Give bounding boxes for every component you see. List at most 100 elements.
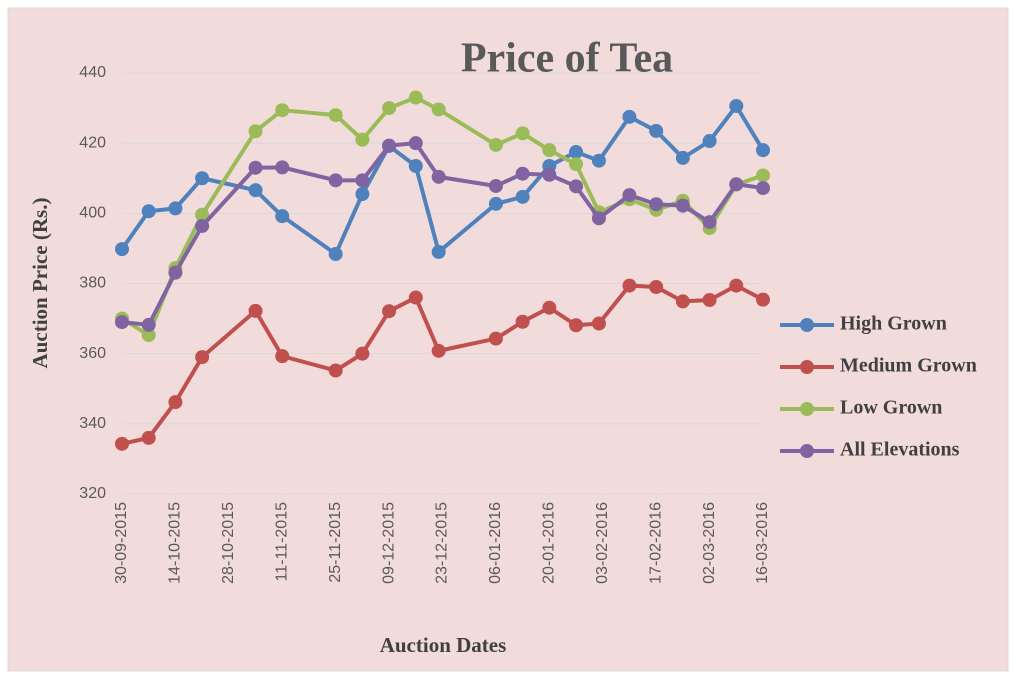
data-point [515, 189, 530, 204]
data-point [248, 183, 263, 198]
data-point [569, 318, 584, 333]
data-point [275, 349, 290, 364]
legend-label: High Grown [840, 313, 947, 335]
data-point [195, 207, 210, 222]
x-tick-label: 09-12-2015 [380, 502, 397, 584]
data-point [488, 331, 503, 346]
data-point [328, 247, 343, 262]
data-point [591, 153, 606, 168]
data-point [408, 136, 423, 151]
data-point [649, 123, 664, 138]
data-point [488, 178, 503, 193]
x-tick-label: 02-03-2016 [701, 502, 718, 584]
legend-label: All Elevations [840, 439, 960, 461]
data-point [542, 167, 557, 182]
data-point [591, 316, 606, 331]
data-point [115, 315, 129, 330]
data-point [702, 134, 717, 149]
x-tick-label: 20-01-2016 [541, 502, 558, 584]
data-point [275, 103, 290, 118]
data-point [729, 177, 744, 192]
series-line [121, 283, 764, 446]
data-point [382, 101, 397, 116]
data-point [515, 166, 530, 181]
data-point [195, 218, 210, 233]
data-point [702, 292, 717, 307]
data-point [431, 244, 446, 259]
data-point [168, 201, 183, 216]
data-point [515, 126, 530, 141]
data-point [431, 343, 446, 358]
data-point [729, 278, 744, 293]
data-point [756, 168, 770, 183]
data-point [488, 137, 503, 152]
legend-label: Low Grown [840, 397, 942, 419]
data-point [622, 109, 637, 124]
data-point [275, 209, 290, 224]
x-tick-label: 03-02-2016 [594, 502, 611, 584]
x-tick-label: 30-09-2015 [113, 502, 130, 584]
data-point [431, 169, 446, 184]
x-tick-label: 06-01-2016 [487, 502, 504, 584]
x-tick-label: 11-11-2015 [273, 502, 290, 582]
data-point [195, 350, 210, 365]
data-point [622, 278, 637, 293]
legend-marker [800, 444, 814, 458]
data-point [141, 328, 156, 343]
data-point [382, 138, 397, 153]
y-tick-label: 380 [79, 275, 106, 292]
legend-marker [800, 360, 814, 374]
series-line [121, 141, 764, 327]
data-point [248, 303, 263, 318]
data-point [248, 124, 263, 139]
chart-title: Price of Tea [461, 36, 673, 82]
x-tick-label: 14-10-2015 [167, 502, 184, 584]
data-point [141, 317, 156, 332]
data-point [729, 98, 744, 113]
data-point [756, 181, 770, 196]
legend-marker [800, 318, 814, 332]
x-tick-label: 16-03-2016 [754, 502, 771, 584]
data-point [675, 294, 690, 309]
data-point [195, 171, 210, 186]
data-point [328, 108, 343, 123]
x-tick-label: 25-11-2015 [327, 502, 344, 583]
data-point [408, 158, 423, 173]
x-tick-label: 28-10-2015 [220, 502, 237, 584]
data-point [355, 132, 370, 147]
data-point [702, 215, 717, 230]
data-point [355, 346, 370, 361]
data-point [141, 204, 156, 219]
legend-label: Medium Grown [840, 355, 977, 377]
data-point [569, 144, 584, 159]
data-point [115, 242, 129, 257]
data-point [569, 157, 584, 172]
data-point [622, 188, 637, 203]
x-tick-label: 17-02-2016 [647, 502, 664, 584]
data-point [542, 300, 557, 315]
y-tick-label: 400 [79, 205, 106, 222]
data-point [515, 314, 530, 329]
data-point [649, 197, 664, 212]
x-tick-label: 23-12-2015 [434, 502, 451, 584]
data-point [168, 395, 183, 410]
y-tick-label: 320 [79, 485, 106, 502]
data-point [115, 436, 129, 451]
data-point [756, 143, 770, 158]
series-line [120, 103, 765, 257]
data-point [275, 160, 290, 175]
data-point [542, 143, 557, 158]
chart-background [7, 7, 1009, 672]
data-point [248, 160, 263, 175]
y-tick-label: 440 [79, 64, 106, 81]
data-point [675, 198, 690, 213]
data-point [328, 173, 343, 188]
data-point [408, 90, 423, 105]
data-point [355, 173, 370, 188]
x-axis-label: Auction Dates [380, 633, 507, 657]
data-point [382, 304, 397, 319]
data-point [756, 292, 770, 307]
data-point [328, 363, 343, 378]
legend-marker [800, 402, 814, 416]
